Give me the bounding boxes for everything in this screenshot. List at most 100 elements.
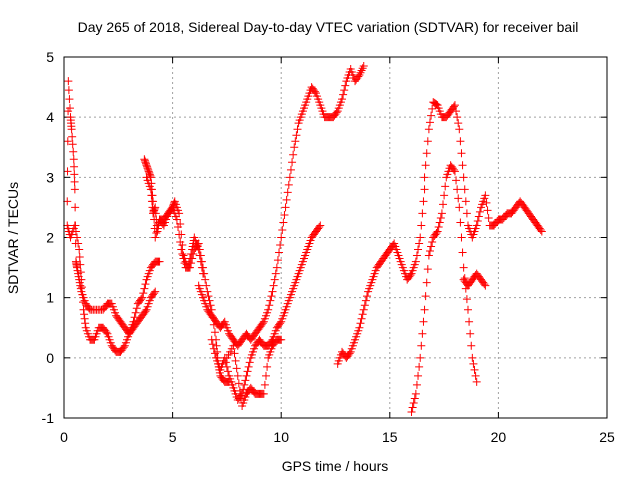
series-pass-4 [142,173,234,386]
data-point [459,263,468,272]
data-point [292,131,301,140]
data-point [470,365,479,374]
x-tick-label: 25 [599,429,615,445]
data-point [420,185,429,194]
data-point [70,185,79,194]
data-point [358,310,367,319]
data-point [316,221,325,230]
data-point [425,118,434,127]
series-pass-10 [420,98,546,242]
data-point [151,233,160,242]
data-point [77,275,86,284]
data-point [408,403,417,412]
data-point [286,165,295,174]
data-point [68,132,77,141]
data-point [458,161,467,170]
data-point [146,185,155,194]
data-point [467,341,476,350]
data-point [456,218,465,227]
data-point [275,248,284,257]
data-point [338,95,347,104]
data-point [454,194,463,203]
data-point [130,313,139,322]
data-point [436,213,445,222]
data-point [271,269,280,278]
data-point [428,238,437,247]
data-point [415,362,424,371]
data-point [63,197,72,206]
data-point [232,364,241,373]
data-point [483,206,492,215]
data-point [480,280,489,289]
data-point [243,367,252,376]
data-point [462,209,471,218]
data-point [415,239,424,248]
data-point [422,278,431,287]
data-point [244,362,253,371]
data-point [357,314,366,323]
data-point [435,218,444,227]
series-pass-8 [333,185,429,368]
data-point [481,281,490,290]
data-point [441,182,450,191]
data-point [150,289,159,298]
data-point [138,293,147,302]
series-pass-5 [194,62,368,350]
data-point [65,95,74,104]
data-point [210,328,219,337]
data-point [210,349,219,358]
data-point [151,209,160,218]
data-point [284,180,293,189]
data-point [69,155,78,164]
data-point [195,245,204,254]
data-point [455,203,464,212]
x-tick-label: 15 [382,429,398,445]
data-point [450,167,459,176]
data-point [70,162,79,171]
data-point [65,104,74,113]
data-point [282,195,291,204]
data-point [463,305,472,314]
data-point [461,197,470,206]
plot-frame [63,56,608,419]
data-point [229,341,238,350]
data-point [432,228,441,237]
data-point [458,248,467,257]
data-point [411,389,420,398]
data-point [277,233,286,242]
data-point [141,280,150,289]
data-point [140,284,149,293]
data-point [230,349,239,358]
data-point [355,323,364,332]
data-point [202,281,211,290]
data-point [70,221,79,230]
data-point [141,307,150,316]
data-point [64,86,73,95]
data-point [417,221,426,230]
data-point [119,343,128,352]
data-point [424,251,433,260]
data-point [362,292,371,301]
data-point [187,259,196,268]
data-point [407,407,416,416]
series-pass-7 [222,335,286,410]
data-point [481,191,490,200]
data-point [74,239,83,248]
data-point [465,317,474,326]
data-point [146,171,155,180]
series-pass-1 [63,77,160,338]
data-point [466,329,475,338]
data-point [460,185,469,194]
data-point [420,305,429,314]
data-point [288,158,297,167]
data-point [151,287,160,296]
data-point [131,308,140,317]
data-point [261,371,270,380]
data-point [273,256,282,265]
data-point [193,241,202,250]
data-point [174,222,183,231]
data-point [345,349,354,358]
data-point [417,341,426,350]
data-point [484,213,493,222]
data-point [418,329,427,338]
